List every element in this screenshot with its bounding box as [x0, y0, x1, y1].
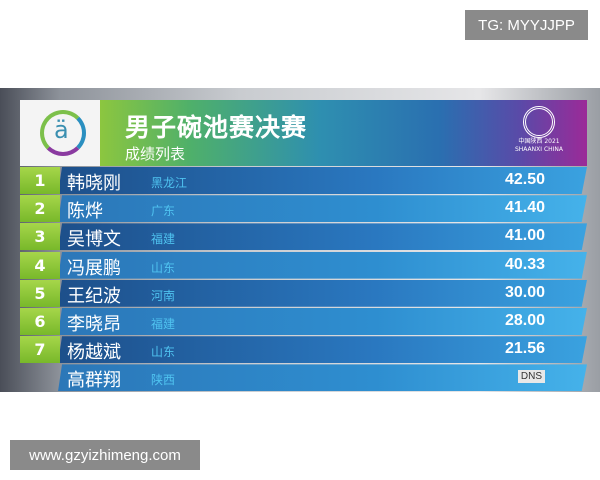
athlete-name: 吴博文: [67, 229, 121, 251]
score: 28.00: [504, 312, 545, 329]
watermark-bottom: www.gzyizhimeng.com: [10, 440, 200, 470]
rank: 7: [20, 336, 60, 364]
rank: 1: [20, 167, 60, 194]
score: 41.40: [504, 199, 545, 217]
row-bar: [58, 251, 587, 279]
athlete-name: 李晓昂: [67, 314, 121, 335]
province: 山东: [151, 260, 176, 275]
athlete-name: 高群翔: [67, 370, 121, 392]
watermark-top: TG: MYYJJPP: [465, 10, 588, 40]
result-row: 4 冯展鹏 山东 40.33: [20, 251, 587, 279]
score: 40.33: [504, 255, 545, 273]
rank: 4: [20, 251, 60, 279]
result-row: 5 王纪波 河南 30.00: [20, 279, 587, 307]
skateboard-logo-icon: ä: [40, 110, 86, 156]
result-row: 1 韩晓刚 黑龙江 42.50: [20, 167, 587, 194]
result-row: 2 陈烨 广东 41.40: [20, 195, 587, 223]
score: 41.00: [504, 227, 545, 245]
board-header: ä 男子碗池赛决赛 成绩列表 中国陕西 2021 SHAANXI CHINA: [20, 100, 587, 166]
province: 福建: [151, 232, 176, 247]
result-row: 3 吴博文 福建 41.00: [20, 223, 587, 251]
result-row: 高群翔 陕西 DNS: [20, 364, 587, 392]
games-emblem-icon: 中国陕西 2021 SHAANXI CHINA: [513, 106, 565, 160]
rank: 6: [20, 308, 60, 335]
row-bar: [58, 364, 587, 392]
result-row: 6 李晓昂 福建 28.00: [20, 308, 587, 335]
row-bar: [58, 279, 587, 307]
province: 黑龙江: [151, 176, 188, 190]
board-subtitle: 成绩列表: [125, 145, 186, 163]
score: 21.56: [504, 340, 545, 358]
row-bar: [58, 308, 587, 335]
athlete-name: 王纪波: [67, 285, 121, 307]
athlete-name: 杨越斌: [67, 342, 121, 364]
province: 广东: [151, 204, 176, 219]
rank: 5: [20, 279, 60, 307]
province: 陕西: [151, 373, 176, 388]
athlete-name: 韩晓刚: [67, 173, 121, 194]
result-row: 7 杨越斌 山东 21.56: [20, 336, 587, 364]
row-bar: [58, 336, 587, 364]
board-title: 男子碗池赛决赛: [125, 113, 308, 142]
status-badge: DNS: [517, 370, 545, 384]
rank: 3: [20, 223, 60, 251]
row-bar: [58, 167, 587, 194]
row-bar: [58, 223, 587, 251]
rank: 2: [20, 195, 60, 223]
row-bar: [58, 195, 587, 223]
score: 30.00: [504, 283, 545, 301]
province: 山东: [151, 345, 176, 360]
athlete-name: 陈烨: [67, 201, 103, 223]
athlete-name: 冯展鹏: [67, 257, 121, 279]
score: 42.50: [504, 171, 545, 188]
province: 河南: [151, 288, 176, 303]
province: 福建: [151, 317, 176, 331]
